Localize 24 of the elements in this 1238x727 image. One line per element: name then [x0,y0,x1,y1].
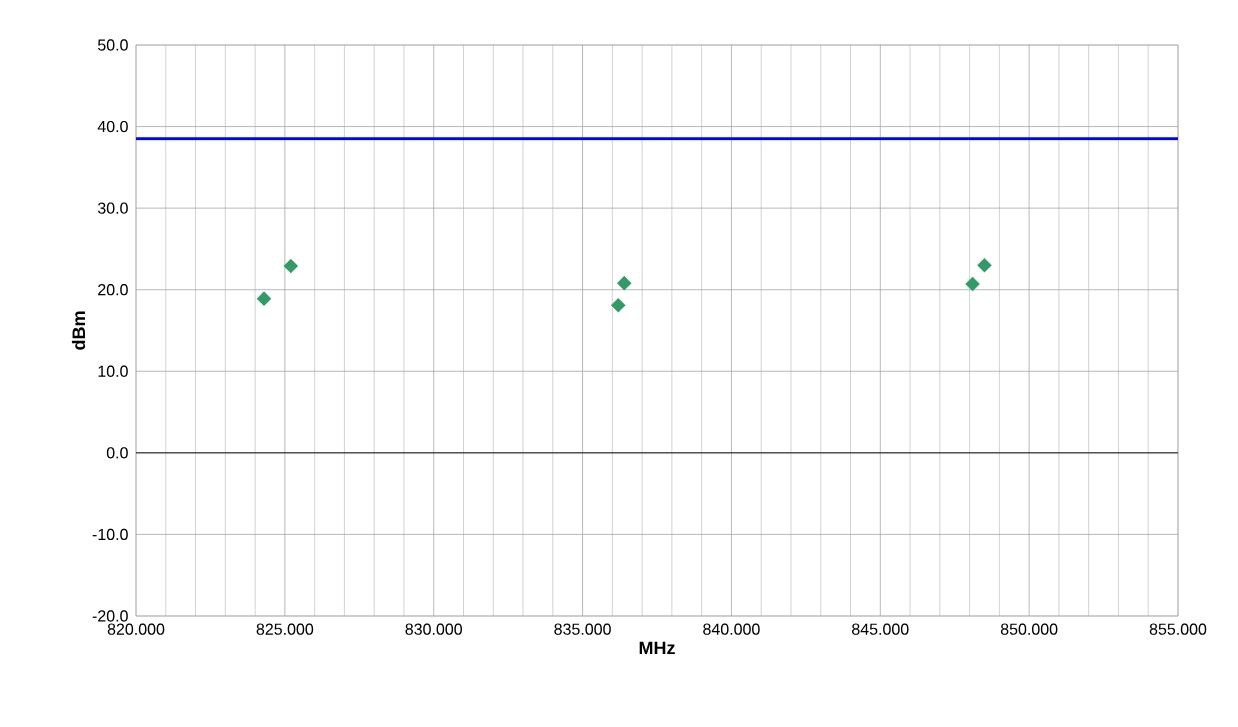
x-tick-label: 840.000 [703,623,760,635]
y-tick-label: 40.0 [97,120,128,133]
y-tick-label: 30.0 [97,202,128,214]
point [977,257,992,273]
y-axis-title: dBm [71,311,86,350]
point [256,291,272,306]
point [616,275,632,291]
y-tick-label: -20.0 [92,610,128,622]
x-tick-label: 820.000 [107,623,165,635]
point [965,276,980,292]
y-tick-label: 20.0 [98,284,128,296]
y-tick-label: -10.0 [92,528,128,541]
y-tick-label: 10.0 [98,365,128,377]
x-tick-label: 845.000 [852,623,909,635]
point [611,297,626,313]
x-tick-label: 855.000 [1149,623,1207,635]
x-tick-label: 830.000 [405,623,462,635]
x-tick-label: 850.000 [1000,623,1058,635]
x-axis-title: MHz [639,641,675,655]
x-tick-label: 825.000 [256,623,314,635]
y-tick-label: 0.0 [106,447,128,459]
point [283,258,299,274]
y-tick-label: 50.0 [97,39,128,51]
x-tick-label: 835.000 [554,623,611,635]
